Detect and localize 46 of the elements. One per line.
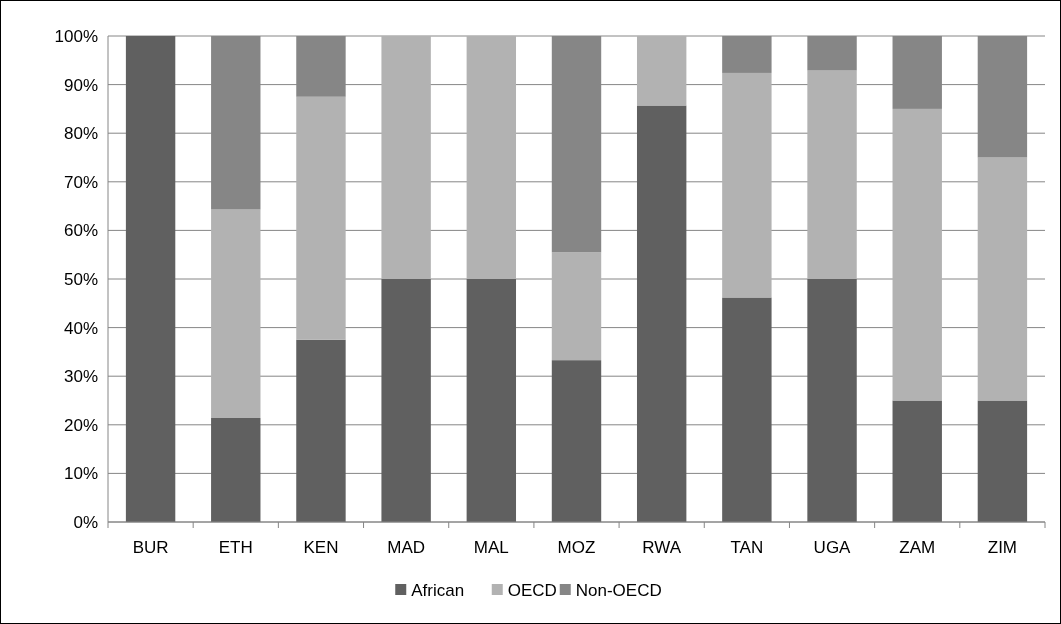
legend-label: OECD (507, 580, 557, 600)
bar (636, 105, 687, 522)
bar (551, 360, 602, 522)
bar (211, 418, 261, 522)
bar (807, 70, 857, 279)
bar (977, 400, 1028, 522)
x-tick-label: KEN (303, 538, 339, 557)
bar (381, 36, 431, 279)
y-tick-label: 70% (63, 172, 98, 192)
bar (977, 157, 1028, 401)
y-tick-label: 90% (63, 75, 98, 95)
bar (551, 252, 602, 361)
bar (636, 36, 687, 106)
x-tick-label: ETH (218, 538, 253, 557)
y-tick-label: 0% (73, 512, 98, 532)
bar (722, 72, 772, 298)
bar (381, 279, 431, 522)
x-tick-label: TAN (730, 538, 764, 557)
y-tick-label: 10% (63, 464, 98, 484)
legend-label: Non-OECD (575, 580, 662, 600)
legend-label: African (411, 580, 465, 600)
bar (466, 279, 517, 522)
y-tick-label: 20% (63, 415, 98, 435)
bar (466, 36, 517, 279)
x-tick-label: ZIM (987, 538, 1018, 557)
x-tick-label: UGA (813, 538, 852, 557)
x-tick-label: MOZ (557, 538, 596, 557)
x-tick-label: BUR (132, 538, 169, 557)
y-tick-label: 50% (63, 269, 98, 289)
bar (211, 209, 261, 418)
bar (296, 339, 346, 522)
y-tick-label: 30% (63, 367, 98, 387)
x-tick-label: ZAM (899, 538, 936, 557)
x-tick-label: MAL (473, 538, 509, 557)
x-tick-label: MAD (387, 538, 426, 557)
bar (296, 96, 346, 340)
y-tick-label: 40% (63, 318, 98, 338)
bar (722, 297, 772, 522)
y-tick-label: 80% (63, 124, 98, 144)
bar (892, 400, 942, 522)
bar (892, 108, 942, 401)
bar (125, 36, 176, 522)
x-tick-label: RWA (642, 538, 682, 557)
y-tick-label: 60% (63, 221, 98, 241)
bar (807, 279, 857, 522)
y-tick-label: 100% (54, 26, 98, 46)
